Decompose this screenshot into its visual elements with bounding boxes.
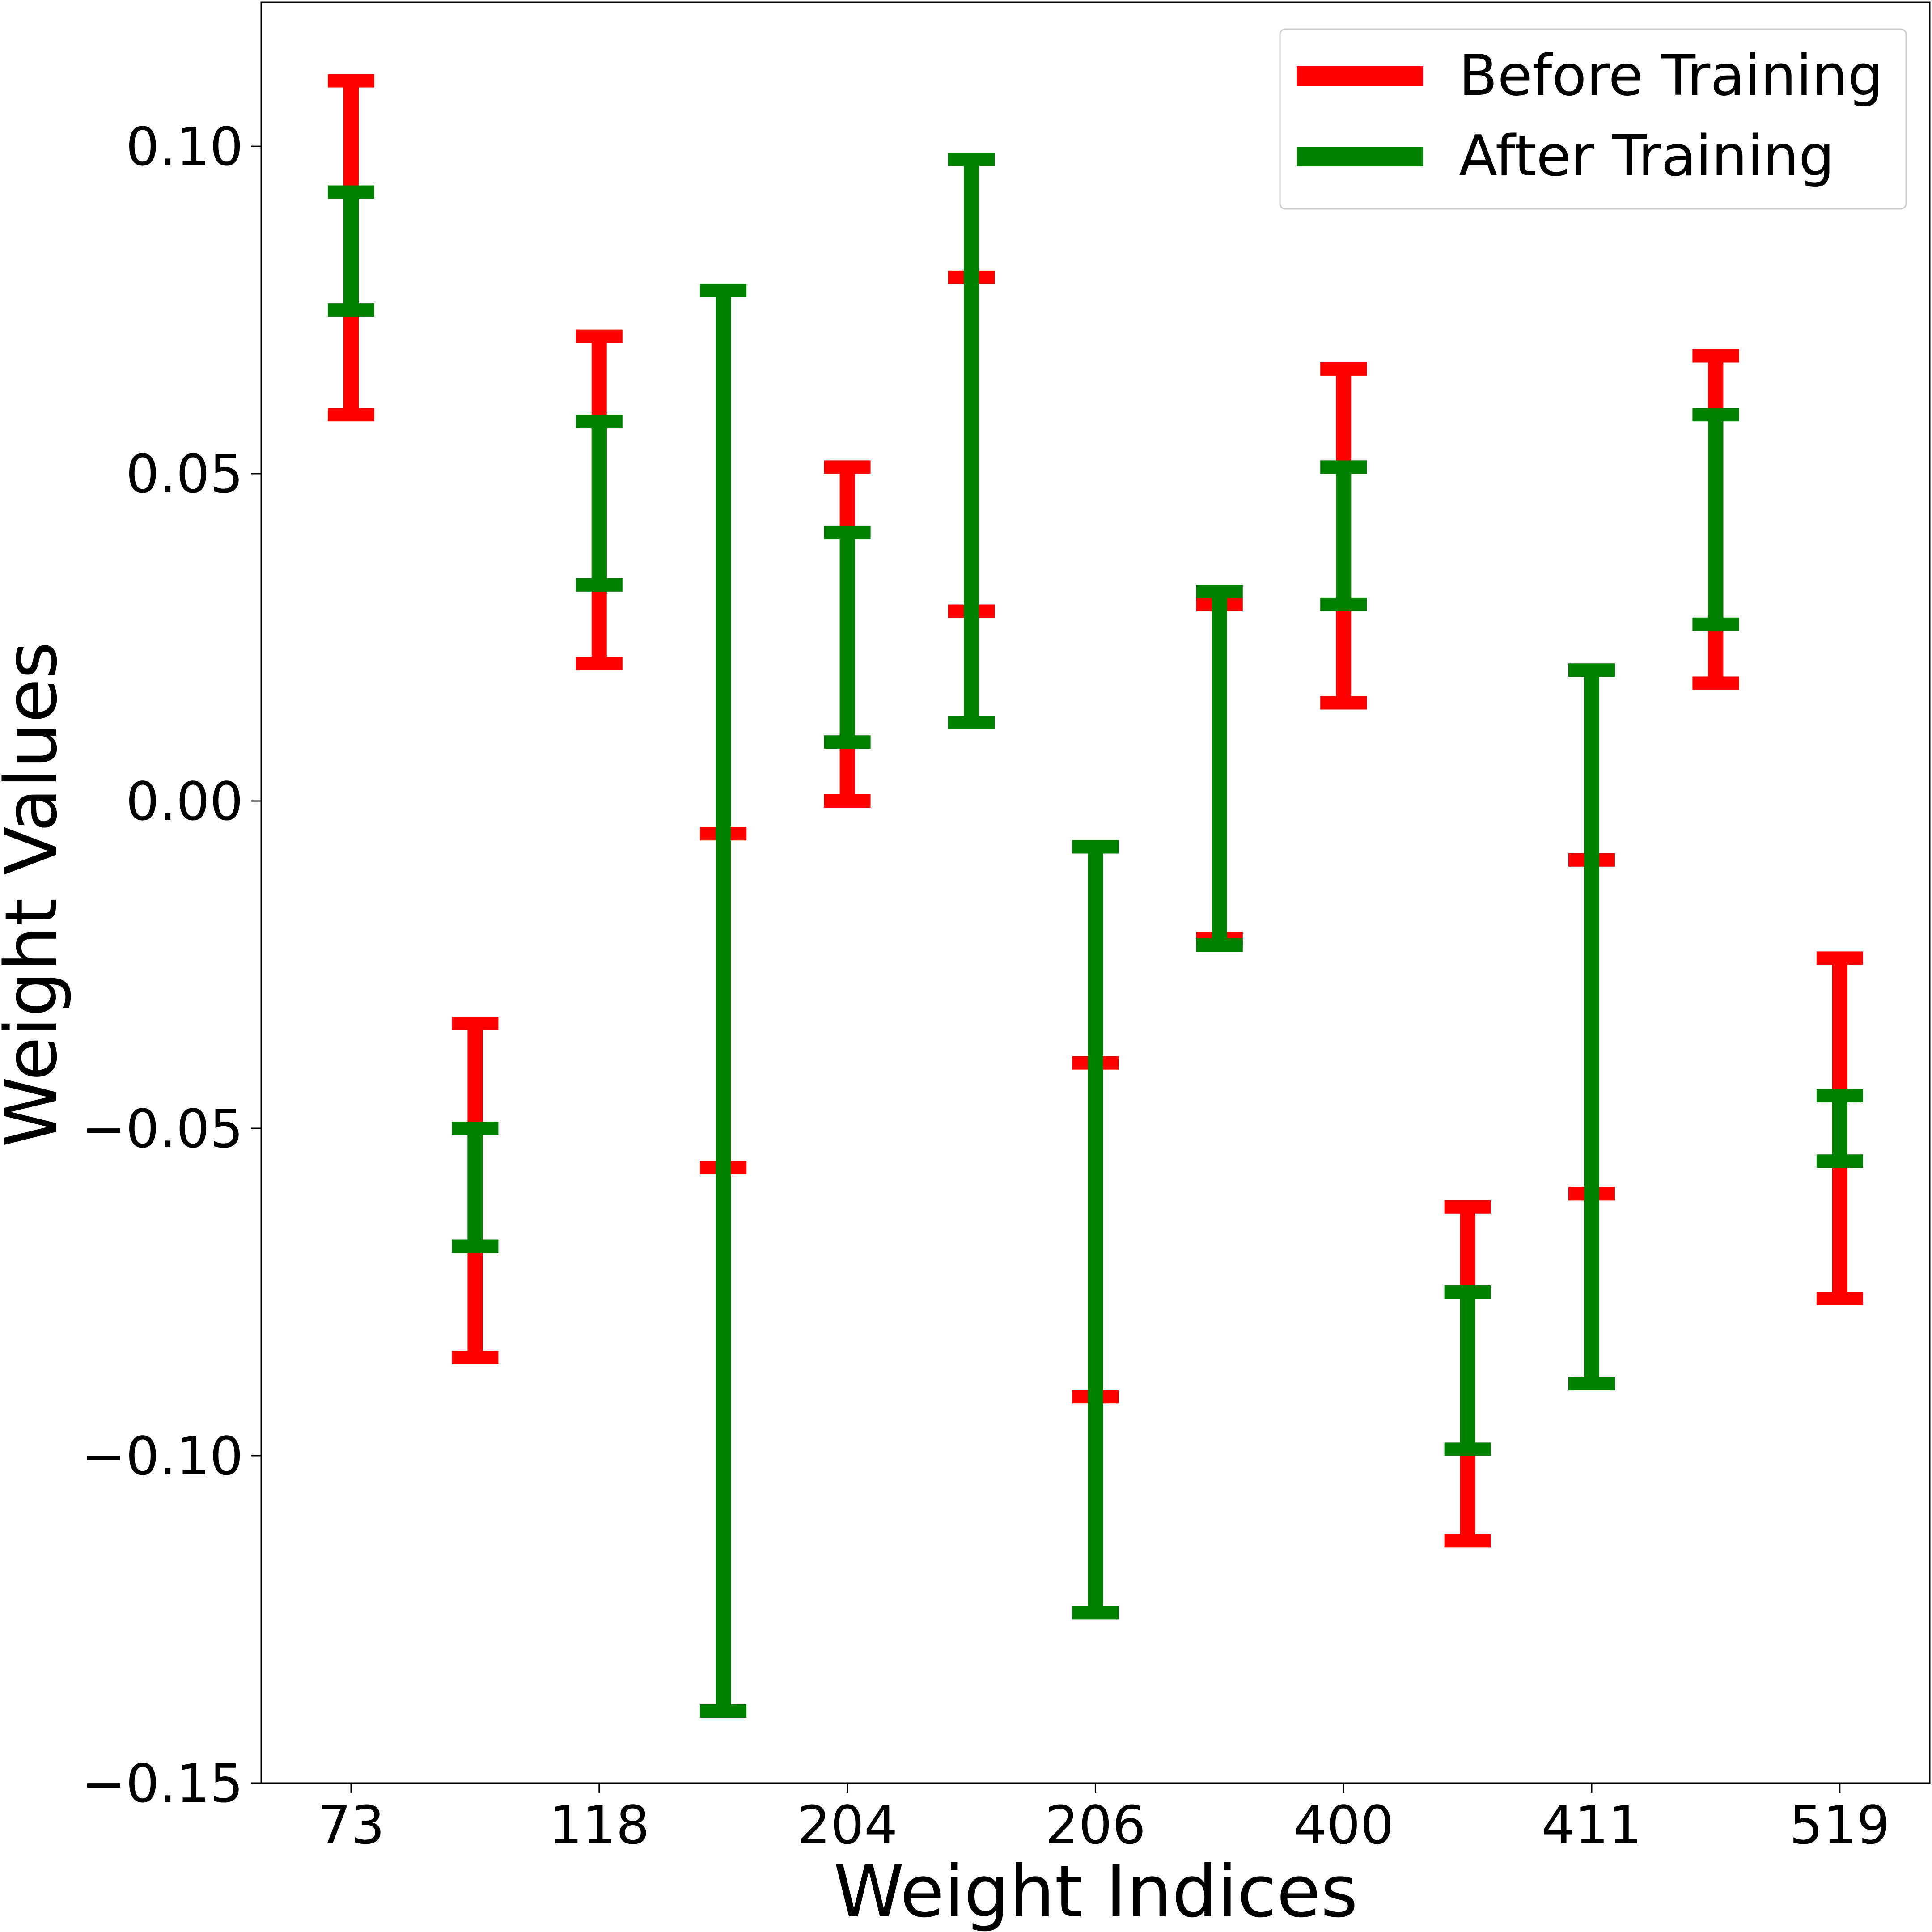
- y-tick-label: −0.15: [81, 1753, 243, 1814]
- y-tick-label: −0.10: [81, 1425, 243, 1487]
- x-tick-label: 73: [318, 1794, 385, 1856]
- x-tick-label: 206: [1045, 1794, 1146, 1856]
- x-axis-title: Weight Indices: [834, 1850, 1358, 1932]
- x-tick-label: 400: [1293, 1794, 1394, 1856]
- y-tick-label: −0.05: [81, 1098, 243, 1160]
- legend: Before Training After Training: [1279, 28, 1907, 210]
- x-axis-ticks: 73 118 204 206 400 411 519: [318, 1783, 1890, 1856]
- legend-frame: [1279, 28, 1907, 210]
- y-axis-ticks: 0.10 0.05 0.00 −0.05 −0.10 −0.15: [81, 116, 261, 1814]
- x-tick-label: 519: [1789, 1794, 1890, 1856]
- y-tick-label: 0.00: [126, 771, 243, 832]
- y-axis-title: Weight Values: [0, 641, 73, 1147]
- legend-after-label: After Training: [1459, 123, 1835, 189]
- y-tick-label: 0.10: [126, 116, 243, 178]
- legend-before-label: Before Training: [1459, 42, 1883, 108]
- y-tick-label: 0.05: [126, 443, 243, 505]
- x-tick-label: 118: [549, 1794, 649, 1856]
- error-bars: [328, 74, 1863, 1718]
- x-tick-label: 411: [1541, 1794, 1642, 1856]
- x-tick-label: 204: [797, 1794, 898, 1856]
